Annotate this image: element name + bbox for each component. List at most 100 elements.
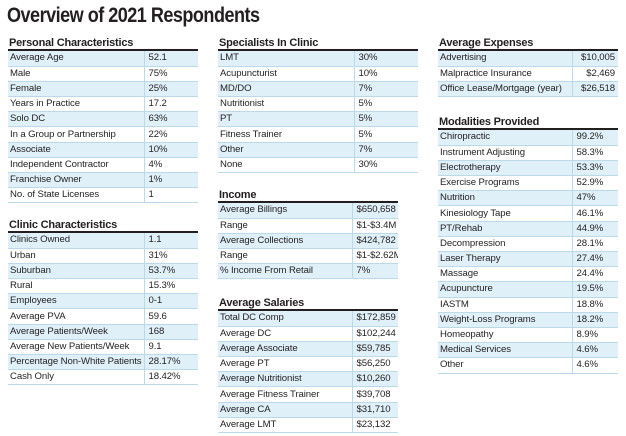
row-label: None	[218, 157, 355, 174]
row-label: IASTM	[438, 297, 573, 313]
row-value: $1-$2.62M	[352, 248, 398, 265]
table-row: Independent Contractor 4%	[8, 157, 198, 174]
row-label: Average Nutritionist	[218, 371, 353, 388]
row-value: 58.3%	[572, 145, 618, 161]
table-row: Range $1-$2.62M	[218, 248, 398, 265]
row-label: Nutritionist	[218, 96, 355, 113]
row-label: LMT	[218, 51, 355, 67]
modalities-title: Modalities Provided	[438, 115, 618, 130]
table-row: Range $1-$3.4M	[218, 218, 398, 234]
salaries-section: Average Salaries Total DC Comp $172,859 Av…	[218, 296, 398, 434]
modalities-section: Modalities Provided Chiropractic 99.2% Ins…	[438, 115, 618, 374]
table-row: Homeopathy 8.9%	[438, 327, 618, 344]
row-value: $10,260	[352, 371, 398, 388]
row-value: 5%	[354, 126, 418, 143]
row-label: Massage	[438, 266, 573, 283]
row-label: Average Associate	[218, 341, 353, 358]
table-row: Weight-Loss Programs 18.2%	[438, 312, 618, 328]
row-label: Clinics Owned	[8, 233, 145, 249]
row-value: 24.4%	[572, 266, 618, 283]
table-row: Nutrition 47%	[438, 190, 618, 207]
row-label: Instrument Adjusting	[438, 145, 573, 161]
personal-characteristics-title: Personal Characteristics	[8, 36, 198, 51]
table-row: Cash Only 18.42%	[8, 369, 198, 386]
clinic-characteristics-title: Clinic Characteristics	[8, 218, 198, 233]
salaries-title: Average Salaries	[218, 296, 398, 311]
row-label: Acupuncturist	[218, 66, 355, 82]
row-label: Weight-Loss Programs	[438, 312, 573, 328]
row-value: 1.1	[144, 233, 198, 249]
row-value: 46.1%	[572, 205, 618, 222]
row-label: Average PT	[218, 356, 353, 373]
row-value: $10,005	[572, 51, 618, 67]
modalities-table: Chiropractic 99.2% Instrument Adjusting 58.…	[438, 130, 618, 374]
row-value: 52.1	[144, 51, 198, 67]
row-label: Chiropractic	[438, 130, 573, 146]
personal-characteristics-table: Average Age 52.1 Male 75% Female 25% Years in …	[8, 51, 198, 204]
row-value: $26,518	[572, 81, 618, 98]
table-row: Decompression 28.1%	[438, 236, 618, 253]
row-value: 5%	[354, 96, 418, 113]
table-row: Average DC $102,244	[218, 326, 398, 342]
row-value: $59,785	[352, 341, 398, 358]
table-row: Average Collections $424,782	[218, 233, 398, 250]
row-label: Kinesiology Tape	[438, 205, 573, 222]
table-row: Acupuncture 19.5%	[438, 281, 618, 298]
row-label: Acupuncture	[438, 281, 573, 298]
row-label: Average Collections	[218, 233, 353, 250]
row-value: 30%	[354, 157, 418, 174]
table-row: Other 7%	[218, 142, 418, 158]
table-row: Malpractice Insurance $2,469	[438, 66, 618, 82]
row-label: Cash Only	[8, 369, 145, 386]
row-label: Suburban	[8, 263, 145, 280]
row-value: 18.8%	[572, 297, 618, 313]
table-row: Clinics Owned 1.1	[8, 233, 198, 249]
table-row: Massage 24.4%	[438, 266, 618, 283]
table-row: In a Group or Partnership 22%	[8, 126, 198, 143]
row-value: 28.1%	[572, 236, 618, 253]
row-value: 168	[144, 324, 198, 340]
row-label: Female	[8, 81, 145, 98]
salaries-table: Total DC Comp $172,859 Average DC $102,244 A…	[218, 311, 398, 434]
specialists-section: Specialists In Clinic LMT 30% Acupuncturis…	[218, 36, 418, 174]
row-value: $2,469	[572, 66, 618, 82]
table-row: PT 5%	[218, 111, 418, 128]
table-row: No. of State Licenses 1	[8, 187, 198, 204]
row-value: 10%	[144, 142, 198, 158]
row-label: Range	[218, 248, 353, 265]
row-value: 1%	[144, 172, 198, 189]
table-row: Exercise Programs 52.9%	[438, 175, 618, 192]
table-row: Average Associate $59,785	[218, 341, 398, 358]
row-label: Average LMT	[218, 417, 353, 434]
row-value: $56,250	[352, 356, 398, 373]
clinic-characteristics-section: Clinic Characteristics Clinics Owned 1.1 U…	[8, 218, 198, 386]
row-label: Average DC	[218, 326, 353, 342]
row-label: Decompression	[438, 236, 573, 253]
table-row: Average Billings $650,658	[218, 203, 398, 219]
table-row: Total DC Comp $172,859	[218, 311, 398, 327]
row-label: Average Fitness Trainer	[218, 386, 353, 403]
row-value: 63%	[144, 111, 198, 128]
row-value: 44.9%	[572, 221, 618, 237]
row-value: $102,244	[352, 326, 398, 342]
table-row: Acupuncturist 10%	[218, 66, 418, 82]
row-value: 99.2%	[572, 130, 618, 146]
row-value: 53.7%	[144, 263, 198, 280]
income-title: Income	[218, 188, 398, 203]
row-label: Rural	[8, 278, 145, 295]
table-row: Advertising $10,005	[438, 51, 618, 67]
row-value: 28.17%	[144, 354, 198, 371]
table-row: Years in Practice 17.2	[8, 96, 198, 113]
specialists-title: Specialists In Clinic	[218, 36, 418, 51]
row-label: Fitness Trainer	[218, 126, 355, 143]
table-row: Average CA $31,710	[218, 402, 398, 418]
row-label: Malpractice Insurance	[438, 66, 573, 82]
income-section: Income Average Billings $650,658 Range $1-$…	[218, 188, 398, 280]
row-value: 30%	[354, 51, 418, 67]
row-value: $424,782	[352, 233, 398, 250]
row-value: 8.9%	[572, 327, 618, 344]
table-row: IASTM 18.8%	[438, 297, 618, 313]
row-value: 47%	[572, 190, 618, 207]
row-label: % Income From Retail	[218, 263, 353, 280]
row-value: 10%	[354, 66, 418, 82]
